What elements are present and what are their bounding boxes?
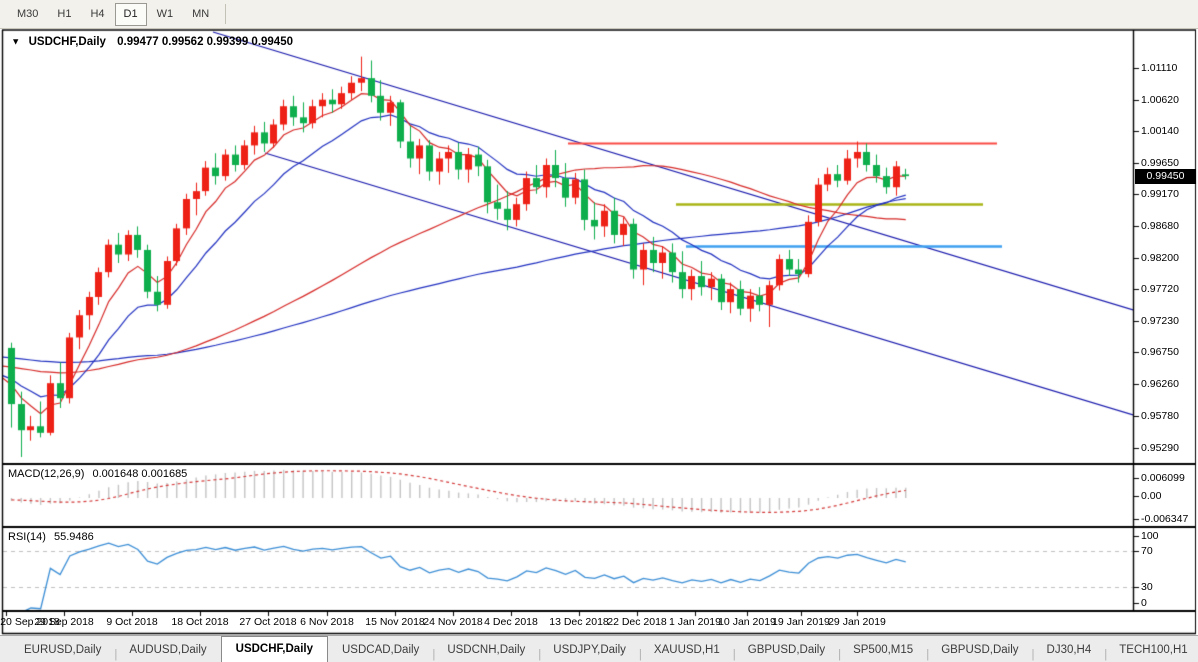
date-axis-label: 13 Dec 2018 xyxy=(549,616,609,628)
tab-xauusd-h1[interactable]: XAUUSD,H1 | xyxy=(640,638,736,662)
tab-separator: | xyxy=(926,649,930,661)
date-axis-label: 22 Dec 2018 xyxy=(607,616,667,628)
tab-separator: | xyxy=(838,649,842,661)
timeframe-h1[interactable]: H1 xyxy=(57,7,72,20)
timeframe-m30[interactable]: M30 xyxy=(17,7,39,20)
date-axis-label: 19 Jan 2019 xyxy=(772,616,830,628)
date-axis-label: 24 Nov 2018 xyxy=(423,616,483,628)
macd-values: 0.001648 0.001685 xyxy=(92,468,188,480)
rsi-axis-label: 0 xyxy=(1141,597,1147,609)
tab-separator: | xyxy=(1104,649,1108,661)
date-axis-label: 27 Oct 2018 xyxy=(239,616,297,628)
date-axis-label: 10 Jan 2019 xyxy=(718,616,776,628)
date-axis-label: 15 Nov 2018 xyxy=(365,616,425,628)
current-price-tag: 0.99450 xyxy=(1135,169,1196,185)
price-axis-label: 0.99650 xyxy=(1141,157,1179,170)
price-axis-label: 0.98680 xyxy=(1141,220,1179,233)
price-axis-label: 0.96750 xyxy=(1141,346,1179,359)
tab-gbpusd-daily[interactable]: GBPUSD,Daily | xyxy=(927,638,1035,662)
toolbar-separator xyxy=(225,4,227,24)
price-axis-label: 0.95780 xyxy=(1141,409,1179,422)
date-axis-label: 4 Dec 2018 xyxy=(484,616,538,628)
price-axis-label: 0.97720 xyxy=(1141,283,1179,296)
rsi-axis-label: 100 xyxy=(1141,530,1159,542)
tab-separator: | xyxy=(1031,649,1035,661)
rsi-value: 55.9486 xyxy=(53,531,94,543)
tab-usdcnh-daily[interactable]: USDCNH,Daily | xyxy=(433,638,542,662)
tab-dj30-h4[interactable]: DJ30,H4 | xyxy=(1033,638,1108,662)
tab-separator: | xyxy=(638,649,642,661)
macd-axis-label: 0.00 xyxy=(1141,490,1162,502)
rsi-name: RSI(14) xyxy=(8,531,46,543)
timeframe-mn[interactable]: MN xyxy=(192,7,210,20)
date-axis-label: 18 Oct 2018 xyxy=(171,616,229,628)
tab-usdcad-daily[interactable]: USDCAD,Daily | xyxy=(328,638,436,662)
price-axis-label: 0.99170 xyxy=(1141,188,1179,201)
tab-separator: | xyxy=(114,649,118,661)
tab-usdjpy-daily[interactable]: USDJPY,Daily | xyxy=(539,638,642,662)
price-axis-label: 1.00140 xyxy=(1141,125,1179,138)
date-axis-label: 29 Sep 2018 xyxy=(34,616,94,628)
tab-audusd-daily[interactable]: AUDUSD,Daily xyxy=(129,644,207,656)
date-axis-label: 6 Nov 2018 xyxy=(300,616,354,628)
tab-separator: | xyxy=(432,649,436,661)
date-axis-label: 20 Sep 2018 xyxy=(0,616,60,628)
timeframe-toolbar: M30 H1 H4 D1 W1 MN xyxy=(0,0,1198,29)
tab-separator: | xyxy=(538,649,542,661)
macd-axis-label: -0.006347 xyxy=(1141,513,1189,525)
price-axis-label: 1.00620 xyxy=(1141,93,1179,106)
macd-indicator-label: MACD(12,26,9) 0.001648 0.001685 xyxy=(8,468,187,480)
chart-ohlc-values: 0.99477 0.99562 0.99399 0.99450 xyxy=(117,36,293,48)
chart-title: ▼ USDCHF,Daily 0.99477 0.99562 0.99399 0… xyxy=(10,36,293,48)
price-axis-label: 0.95290 xyxy=(1141,441,1179,454)
tab-sp500-m15[interactable]: SP500,M15 | xyxy=(839,638,930,662)
timeframe-d1[interactable]: D1 xyxy=(114,2,147,26)
timeframe-w1[interactable]: W1 xyxy=(156,7,174,20)
rsi-axis-label: 30 xyxy=(1141,581,1153,593)
tab-usdchf-daily[interactable]: USDCHF,Daily xyxy=(220,636,328,662)
date-axis-label: 9 Oct 2018 xyxy=(106,616,158,628)
timeframe-h4[interactable]: H4 xyxy=(90,7,105,20)
date-axis-label: 29 Jan 2019 xyxy=(828,616,886,628)
tab-eurusd-daily[interactable]: EURUSD,Daily | xyxy=(10,638,118,662)
symbol-tabbar: EURUSD,Daily | AUDUSD,Daily USDCHF,Daily USD… xyxy=(0,635,1198,662)
date-axis-label: 1 Jan 2019 xyxy=(669,616,721,628)
price-axis-label: 0.98200 xyxy=(1141,251,1179,264)
chevron-down-icon[interactable]: ▼ xyxy=(11,37,21,47)
rsi-indicator-label: RSI(14) 55.9486 xyxy=(8,531,94,543)
price-axis-label: 0.97230 xyxy=(1141,315,1179,328)
rsi-axis-label: 70 xyxy=(1141,545,1153,557)
tab-tech100-h1[interactable]: TECH100,H1 xyxy=(1119,644,1188,656)
tab-separator: | xyxy=(732,649,736,661)
macd-name: MACD(12,26,9) xyxy=(8,468,85,480)
macd-axis-label: 0.006099 xyxy=(1141,472,1185,484)
price-axis-label: 0.96260 xyxy=(1141,378,1179,391)
tab-gbpusd-daily[interactable]: GBPUSD,Daily | xyxy=(734,638,842,662)
price-axis-label: 1.01110 xyxy=(1141,61,1178,74)
chart-symbol-label: USDCHF,Daily xyxy=(28,36,106,48)
